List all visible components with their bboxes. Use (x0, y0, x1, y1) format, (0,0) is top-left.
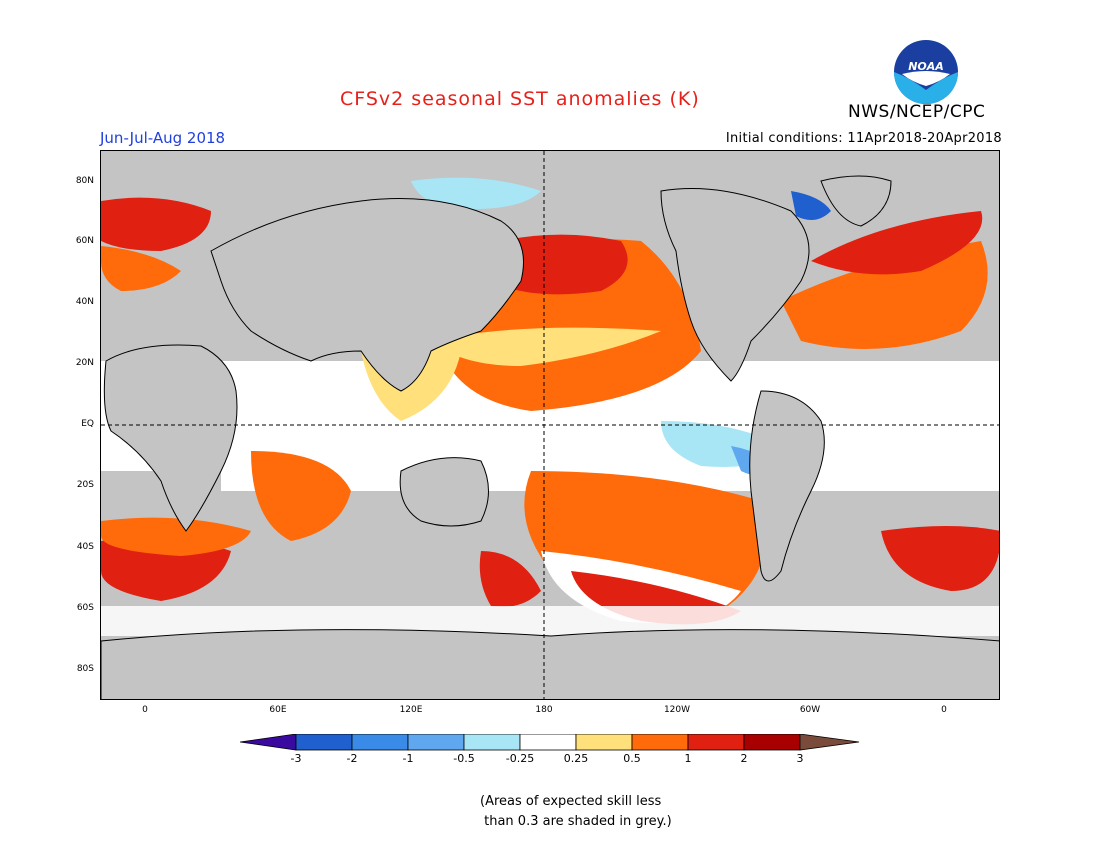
colorbar-label: -2 (346, 752, 358, 765)
colorbar-swatch (407, 734, 465, 751)
colorbar-label: -3 (290, 752, 302, 765)
initial-conditions-label: Initial conditions: 11Apr2018-20Apr2018 (725, 131, 1002, 146)
lat-label: 80S (76, 664, 94, 674)
continents (101, 175, 999, 699)
colorbar-swatch (743, 734, 801, 751)
lon-label: 180 (535, 705, 553, 715)
colorbar-label: -0.25 (505, 752, 535, 765)
colorbar-label: -1 (402, 752, 414, 765)
colorbar-label: 2 (740, 752, 748, 765)
lat-label: 60N (75, 236, 94, 246)
colorbar-swatch (799, 734, 860, 751)
noaa-logo: NOAA (894, 40, 958, 104)
lat-label: 40S (76, 542, 94, 552)
colorbar-swatch (295, 734, 353, 751)
colorbar-label: 0.5 (623, 752, 641, 765)
svg-text:NOAA: NOAA (908, 60, 944, 73)
agency-label: NWS/NCEP/CPC (848, 102, 986, 122)
lat-label: 20S (76, 480, 94, 490)
colorbar-swatch (575, 734, 633, 751)
sst-anomaly-map (100, 150, 1000, 700)
lat-label: EQ (81, 419, 94, 429)
lat-label: 20N (75, 358, 94, 368)
colorbar-label: 0.25 (563, 752, 589, 765)
colorbar-swatch (240, 734, 297, 751)
lon-label: 120E (399, 705, 423, 715)
colorbar-label: 3 (796, 752, 804, 765)
lat-label: 40N (75, 297, 94, 307)
colorbar-swatch (351, 734, 409, 751)
lat-label: 80N (75, 176, 94, 186)
lon-label: 0 (142, 705, 148, 715)
map-title: CFSv2 seasonal SST anomalies (K) (340, 88, 700, 110)
colorbar-swatch (519, 734, 577, 751)
season-label: Jun-Jul-Aug 2018 (100, 129, 226, 147)
lon-label: 60W (799, 705, 821, 715)
colorbar-swatch (631, 734, 689, 751)
skill-footnote: (Areas of expected skill less than 0.3 a… (480, 794, 672, 829)
colorbar-label: -0.5 (453, 752, 475, 765)
lon-label: 120W (663, 705, 691, 715)
colorbar-swatch (687, 734, 745, 751)
lon-label: 0 (941, 705, 947, 715)
colorbar-swatch (463, 734, 521, 751)
colorbar-label: 1 (684, 752, 692, 765)
lat-label: 60S (76, 603, 94, 613)
lon-label: 60E (269, 705, 287, 715)
colorbar (240, 734, 860, 751)
